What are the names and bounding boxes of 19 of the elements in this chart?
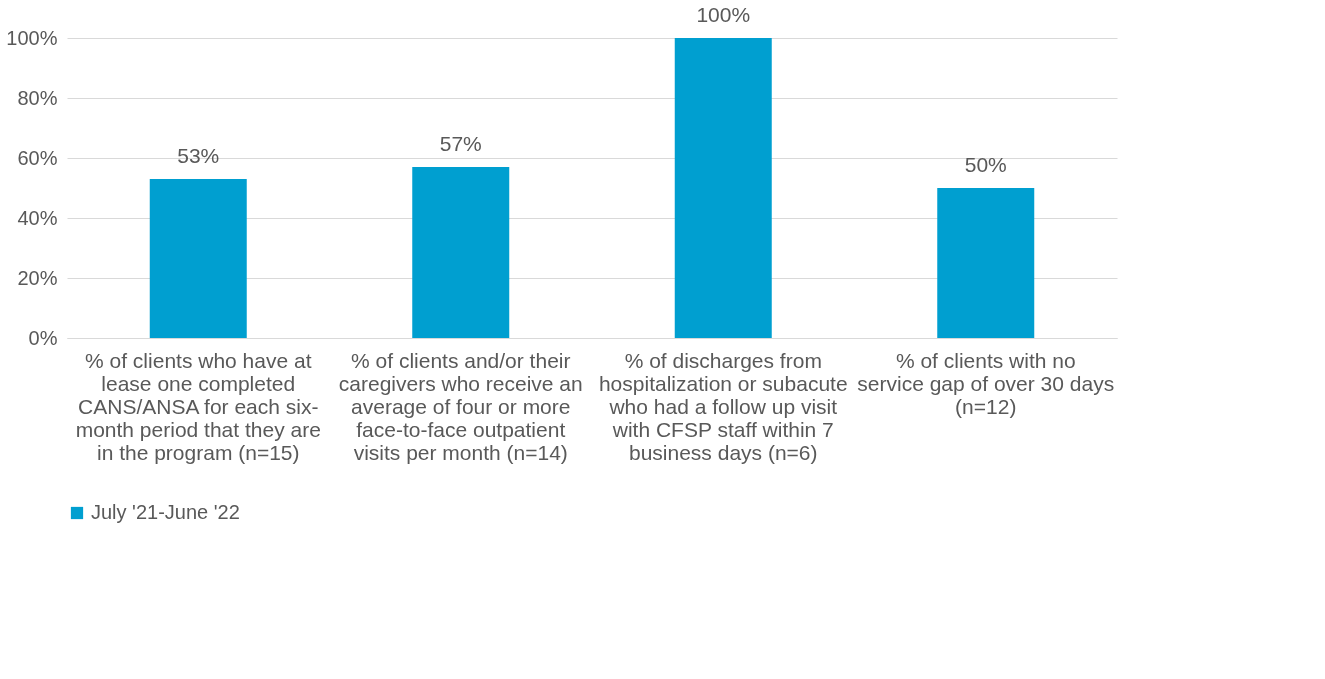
bar — [412, 167, 510, 338]
y-tick-label: 100% — [6, 26, 58, 49]
x-tick-label: % of clients who have at lease one completed CANS/ANSA for each six-month period that they are in the program (n=15) — [75, 348, 321, 464]
bar — [937, 188, 1035, 338]
data-label: 50% — [964, 153, 1007, 176]
y-tick-label: 40% — [17, 206, 58, 229]
y-tick-label: 20% — [17, 266, 58, 289]
legend-label: July '21-June '22 — [91, 501, 240, 523]
y-tick-label: 60% — [17, 146, 58, 169]
bar — [674, 38, 772, 338]
data-label: 57% — [439, 132, 482, 155]
y-tick-label: 0% — [28, 326, 58, 349]
data-label: 100% — [696, 3, 751, 26]
x-tick-label: % of discharges from hospitalization or subacute who had a follow up visit with CFSP staff within 7 business days (n=6) — [598, 348, 848, 464]
y-tick-label: 80% — [17, 86, 58, 109]
x-tick-label: % of clients with no service gap of over 30 days (n=12) — [857, 348, 1115, 418]
data-label: 53% — [177, 144, 220, 167]
bar — [149, 179, 247, 338]
x-tick-label: % of clients and/or their caregivers who receive an average of four or more face-to-face outpatient visits per month (n=14) — [338, 348, 583, 464]
